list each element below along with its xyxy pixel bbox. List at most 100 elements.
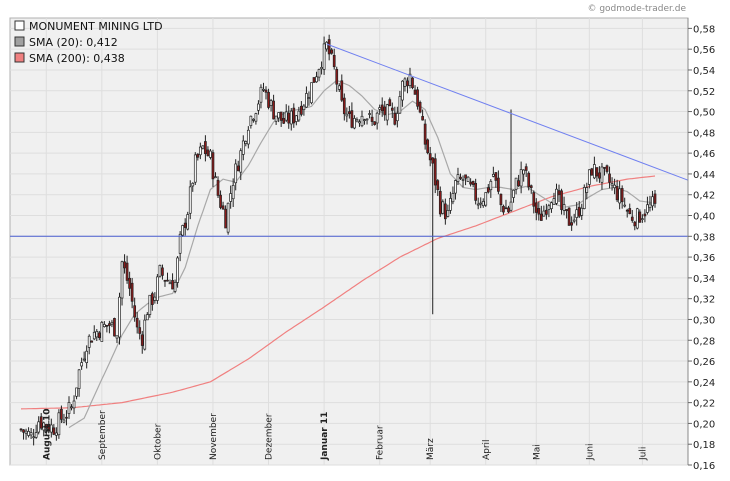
candle-body xyxy=(587,169,591,185)
candle-body xyxy=(330,49,334,54)
x-tick-label: April xyxy=(482,439,492,460)
candle-body xyxy=(365,118,369,121)
x-tick-label: Juni xyxy=(585,443,595,461)
trend-lines xyxy=(10,43,689,237)
candle-body xyxy=(269,100,273,106)
candle-body xyxy=(348,111,351,114)
candle-body xyxy=(610,183,614,186)
y-tick-label: 0,22 xyxy=(693,399,715,410)
candle-body xyxy=(360,115,364,127)
candle-body xyxy=(529,185,533,188)
candle-body xyxy=(598,172,601,179)
candle-body xyxy=(643,213,647,217)
candle-body xyxy=(315,76,318,83)
x-tick-label: November xyxy=(209,413,219,460)
candle-body xyxy=(234,163,238,184)
candle-body xyxy=(370,116,374,122)
candle-body xyxy=(216,179,220,196)
candle-body xyxy=(22,429,25,433)
candle-body xyxy=(332,55,336,68)
candle-body xyxy=(426,139,430,154)
candle-body xyxy=(375,112,379,124)
x-tick-label: Mai xyxy=(532,444,542,460)
candle-body xyxy=(62,419,66,423)
candle-body xyxy=(57,412,61,436)
candle-body xyxy=(648,203,652,208)
y-tick-label: 0,32 xyxy=(693,295,715,306)
candle-body xyxy=(297,110,301,121)
candle-body xyxy=(188,186,192,214)
candle-body xyxy=(461,178,465,181)
candle-body xyxy=(226,202,230,233)
y-tick-label: 0,48 xyxy=(693,128,715,139)
candle-body xyxy=(550,202,553,209)
candle-body xyxy=(625,209,629,212)
candle-body xyxy=(539,213,543,221)
candle-body xyxy=(317,69,321,78)
x-tick-label: August 10 xyxy=(42,408,52,460)
candle-body xyxy=(534,202,538,213)
candle-body xyxy=(421,116,424,121)
candle-body xyxy=(418,102,422,113)
candle-body xyxy=(229,193,232,202)
y-tick-label: 0,28 xyxy=(693,336,715,347)
candle-body xyxy=(572,219,576,222)
candle-body xyxy=(49,424,53,433)
candle-body xyxy=(613,184,616,189)
candle-body xyxy=(158,264,162,277)
candle-body xyxy=(186,214,190,230)
candle-body xyxy=(87,335,91,348)
candle-body xyxy=(545,209,548,215)
candle-body xyxy=(156,276,159,301)
candle-body xyxy=(231,185,235,200)
candle-body xyxy=(211,152,215,180)
candle-body xyxy=(398,96,402,114)
candle-body xyxy=(105,324,109,327)
candle-body xyxy=(519,169,523,187)
y-tick-label: 0,20 xyxy=(693,419,715,430)
y-tick-label: 0,38 xyxy=(693,232,715,243)
candle-body xyxy=(547,205,551,210)
candle-body xyxy=(451,193,455,203)
candle-body xyxy=(171,280,174,290)
candle-body xyxy=(368,113,371,115)
x-tick-label: Oktober xyxy=(153,423,163,460)
candle-body xyxy=(320,66,323,70)
candle-body xyxy=(27,431,30,436)
candle-body xyxy=(262,88,265,91)
candle-body xyxy=(44,424,48,429)
candle-body xyxy=(504,207,508,210)
y-tick-label: 0,46 xyxy=(693,149,715,160)
plot-background xyxy=(9,17,689,466)
y-tick-label: 0,24 xyxy=(693,378,715,389)
candle-body xyxy=(342,97,346,115)
candle-body xyxy=(287,112,291,124)
candle-body xyxy=(289,110,293,125)
candle-body xyxy=(590,168,594,176)
candle-body xyxy=(388,99,392,107)
legend-label-price: MONUMENT MINING LTD xyxy=(29,20,163,33)
candle-body xyxy=(307,97,311,99)
candle-body xyxy=(396,113,399,122)
candle-body xyxy=(204,141,207,155)
candle-body xyxy=(128,277,131,289)
candle-body xyxy=(605,165,609,172)
candle-body xyxy=(221,205,225,210)
candle-body xyxy=(527,172,531,188)
candle-body xyxy=(406,80,409,87)
candle-body xyxy=(282,117,286,124)
y-tick-label: 0,58 xyxy=(693,24,715,35)
candle-body xyxy=(509,201,513,211)
candle-body xyxy=(209,150,212,158)
candle-body xyxy=(335,68,339,85)
candle-body xyxy=(196,153,200,158)
legend-swatch-price xyxy=(14,20,25,31)
candle-body xyxy=(653,193,657,204)
candle-body xyxy=(133,305,137,318)
candle-body xyxy=(97,332,101,339)
candle-body xyxy=(603,167,606,169)
candle-body xyxy=(436,180,440,191)
candle-body xyxy=(236,165,240,172)
candle-body xyxy=(486,187,490,193)
candle-body xyxy=(312,77,316,83)
